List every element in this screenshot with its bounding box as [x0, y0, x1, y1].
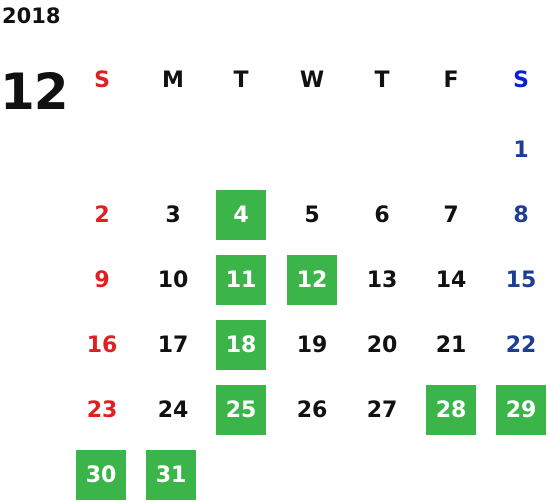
day-cell-17[interactable]: 17 — [157, 332, 189, 358]
day-cell-31[interactable]: 31 — [146, 450, 196, 500]
day-cell-30[interactable]: 30 — [76, 450, 126, 500]
day-cell-19[interactable]: 19 — [296, 332, 328, 358]
day-cell-11[interactable]: 11 — [216, 255, 266, 305]
day-cell-24[interactable]: 24 — [157, 397, 189, 423]
day-cell-12[interactable]: 12 — [287, 255, 337, 305]
day-cell-4[interactable]: 4 — [216, 190, 266, 240]
day-cell-15[interactable]: 15 — [505, 267, 537, 293]
day-cell-13[interactable]: 13 — [366, 267, 398, 293]
day-cell-16[interactable]: 16 — [86, 332, 118, 358]
day-cell-28[interactable]: 28 — [426, 385, 476, 435]
weekday-header-wed: W — [299, 67, 325, 93]
day-cell-22[interactable]: 22 — [505, 332, 537, 358]
day-cell-5[interactable]: 5 — [304, 202, 320, 228]
day-cell-1[interactable]: 1 — [513, 137, 529, 163]
day-cell-23[interactable]: 23 — [86, 397, 118, 423]
day-cell-26[interactable]: 26 — [296, 397, 328, 423]
day-cell-10[interactable]: 10 — [157, 267, 189, 293]
weekday-header-fri: F — [443, 67, 459, 93]
day-cell-6[interactable]: 6 — [374, 202, 390, 228]
day-cell-20[interactable]: 20 — [366, 332, 398, 358]
day-cell-27[interactable]: 27 — [366, 397, 398, 423]
day-cell-3[interactable]: 3 — [165, 202, 181, 228]
weekday-header-mon: M — [162, 67, 184, 93]
weekday-header-sat: S — [513, 67, 529, 93]
day-cell-29[interactable]: 29 — [496, 385, 546, 435]
day-cell-25[interactable]: 25 — [216, 385, 266, 435]
day-cell-8[interactable]: 8 — [513, 202, 529, 228]
day-cell-18[interactable]: 18 — [216, 320, 266, 370]
weekday-header-thu: T — [374, 67, 390, 93]
day-cell-21[interactable]: 21 — [435, 332, 467, 358]
weekday-header-sun: S — [94, 67, 110, 93]
year-label: 2018 — [2, 4, 61, 28]
day-cell-7[interactable]: 7 — [443, 202, 459, 228]
day-cell-9[interactable]: 9 — [94, 267, 110, 293]
day-cell-14[interactable]: 14 — [435, 267, 467, 293]
weekday-header-tue: T — [233, 67, 249, 93]
month-label: 12 — [0, 63, 69, 121]
day-cell-2[interactable]: 2 — [94, 202, 110, 228]
